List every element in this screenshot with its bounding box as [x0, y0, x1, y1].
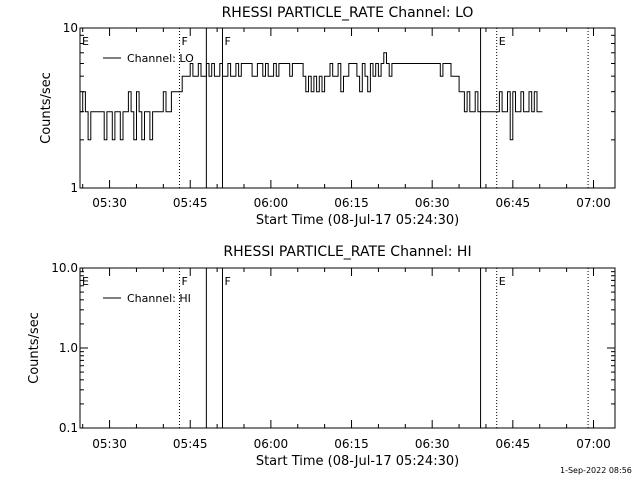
x-axis-label: Start Time (08-Jul-17 05:24:30) [256, 454, 459, 469]
x-tick-label: 07:00 [576, 196, 611, 210]
x-tick-label: 06:00 [254, 437, 289, 451]
x-tick-label: 05:45 [173, 196, 208, 210]
flag-label: E [82, 35, 89, 48]
flag-label: E [499, 35, 506, 48]
flag-label: E [499, 275, 506, 288]
x-axis-label: Start Time (08-Jul-17 05:24:30) [256, 213, 459, 228]
x-tick-label: 06:45 [496, 437, 531, 451]
x-tick-label: 06:15 [334, 437, 369, 451]
plot-frame [79, 27, 616, 189]
flag-label: F [181, 35, 187, 48]
x-tick-label: 06:30 [415, 437, 450, 451]
x-tick-label: 07:00 [576, 437, 611, 451]
y-tick-label: 1.0 [59, 341, 78, 355]
x-tick-label: 06:30 [415, 196, 450, 210]
date-stamp: 1-Sep-2022 08:56 [560, 466, 632, 475]
y-tick-label: 10.0 [51, 261, 78, 275]
series-line [80, 52, 543, 141]
flag-label: F [181, 275, 187, 288]
y-tick-label: 1 [70, 181, 78, 195]
chart-title: RHESSI PARTICLE_RATE Channel: LO [222, 5, 474, 21]
x-tick-label: 06:15 [334, 196, 369, 210]
x-tick-label: 05:30 [92, 196, 127, 210]
flag-label: F [224, 35, 230, 48]
legend-label: Channel: LO [127, 52, 194, 65]
x-tick-label: 06:45 [496, 196, 531, 210]
y-tick-label: 10 [63, 21, 78, 35]
chart-title: RHESSI PARTICLE_RATE Channel: HI [223, 244, 471, 260]
y-axis-label: Counts/sec [39, 72, 54, 144]
x-tick-label: 05:30 [92, 437, 127, 451]
y-tick-label: 0.1 [59, 421, 78, 435]
flag-label: E [82, 275, 89, 288]
legend-label: Channel: HI [127, 292, 191, 305]
x-tick-label: 05:45 [173, 437, 208, 451]
flag-label: F [224, 275, 230, 288]
x-tick-label: 06:00 [254, 196, 289, 210]
y-axis-label: Counts/sec [27, 312, 42, 384]
